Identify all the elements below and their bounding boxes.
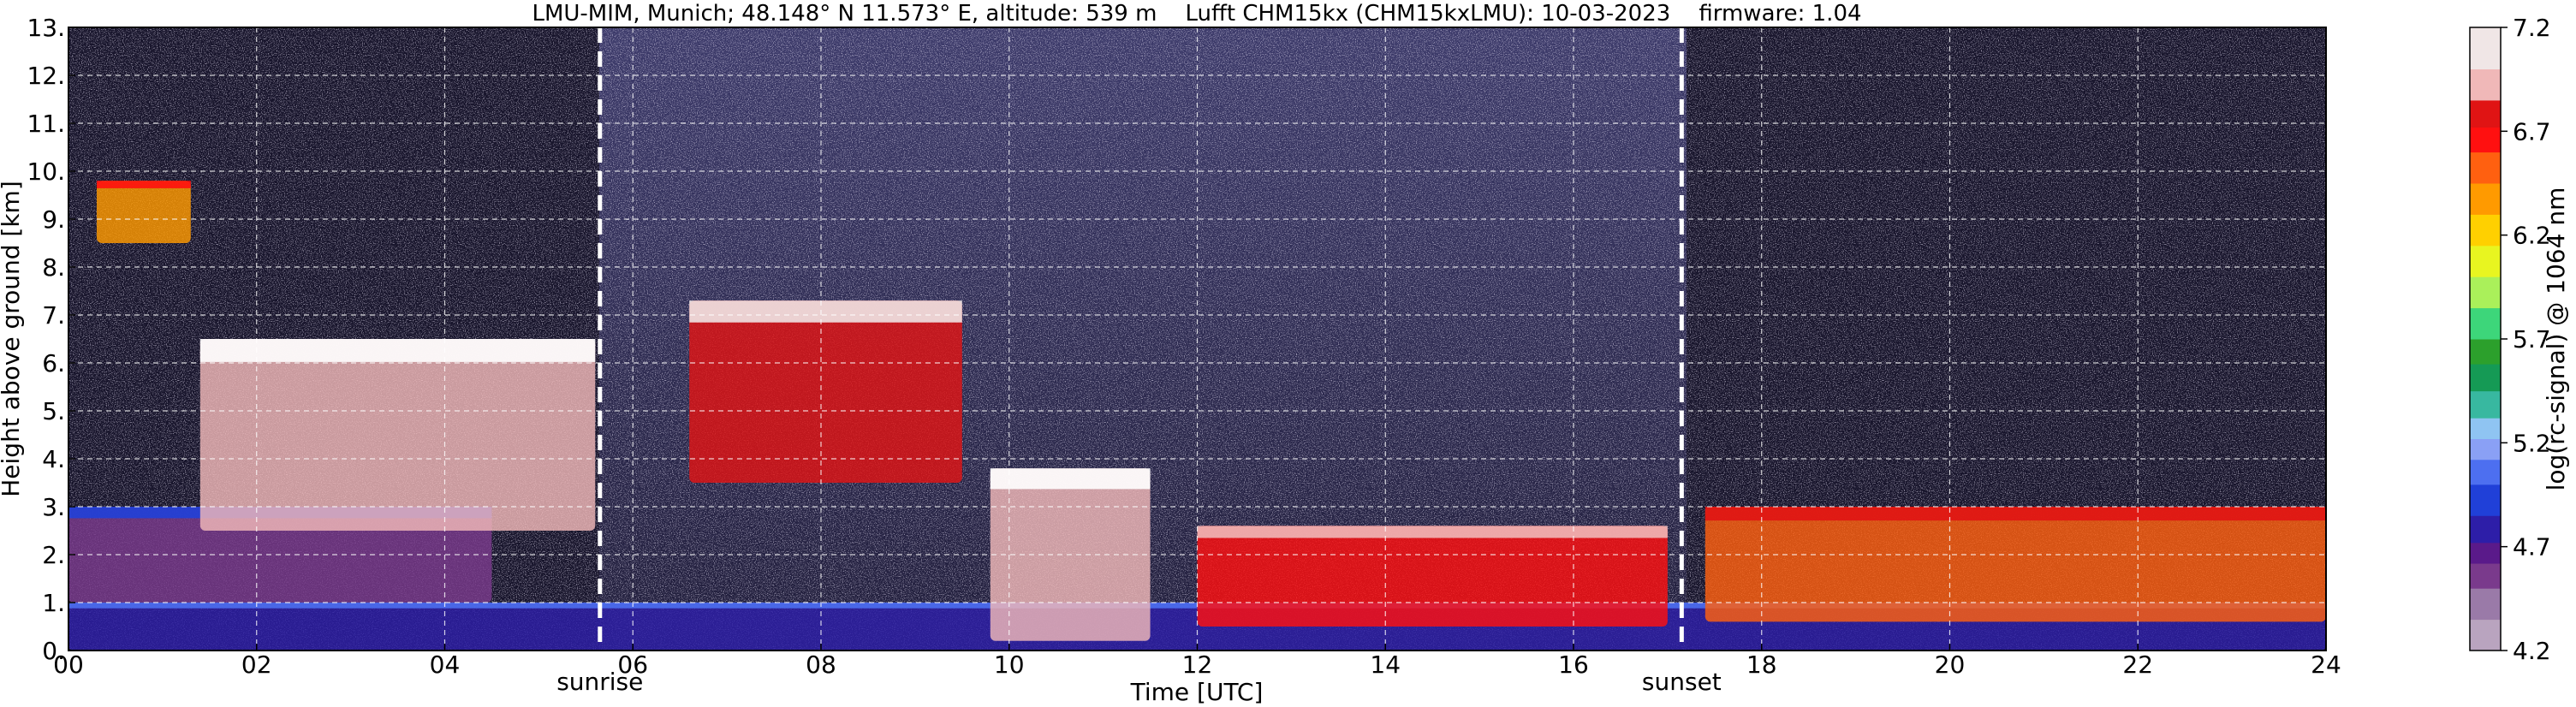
x-tick-label: 02: [241, 651, 272, 679]
colorbar-segment: [2470, 364, 2501, 392]
colorbar-segment: [2470, 563, 2501, 589]
sun-events: sunrise sunset: [556, 27, 1722, 696]
colorbar-segment: [2470, 339, 2501, 365]
colorbar-segment: [2470, 214, 2501, 247]
x-tick-label: 22: [2122, 651, 2153, 679]
colorbar-tick-label: 6.7: [2513, 117, 2551, 146]
layer-core-2: [96, 181, 191, 188]
y-axis-ticks: 0. 1. 2. 3. 4. 5. 6. 7. 8. 9. 10. 11. 12. 13.: [27, 14, 75, 665]
layer-3: [199, 339, 596, 531]
layer-core-4: [689, 300, 962, 323]
x-tick-label: 08: [806, 651, 836, 679]
colorbar-tick-label: 4.7: [2513, 533, 2551, 561]
y-tick-label: 9.: [42, 205, 65, 234]
layer-2: [96, 181, 191, 243]
colorbar-label: log(rc-signal) @ 1064 nm: [2542, 187, 2570, 491]
y-tick-label: 11.: [27, 110, 65, 138]
layer-6: [1197, 526, 1668, 627]
x-tick-label: 20: [1935, 651, 1966, 679]
x-tick-label: 00: [53, 651, 84, 679]
colorbar-tick-label: 5.2: [2513, 429, 2551, 457]
colorbar-tick-label: 5.7: [2513, 325, 2551, 354]
x-tick-label: 06: [617, 651, 648, 679]
y-tick-label: 0.: [42, 637, 65, 665]
colorbar-segment: [2470, 127, 2501, 153]
y-tick-label: 6.: [42, 349, 65, 377]
layer-core-7: [1704, 507, 2326, 521]
layer-core-6: [1197, 526, 1668, 538]
x-tick-label: 12: [1182, 651, 1213, 679]
colorbar-segment: [2470, 588, 2501, 621]
colorbar-segment: [2470, 183, 2501, 215]
layer-7: [1704, 507, 2326, 622]
layer-core-5: [990, 468, 1151, 490]
x-tick-label: 04: [430, 651, 461, 679]
colorbar-segment: [2470, 27, 2501, 70]
y-tick-label: 12.: [27, 62, 65, 90]
layer-4: [689, 300, 962, 483]
chart-title: LMU-MIM, Munich; 48.148° N 11.573° E, al…: [532, 1, 1861, 27]
colorbar: 4.2 4.7 5.2 5.7 6.2 6.7 7.2: [2469, 14, 2551, 665]
y-tick-label: 5.: [42, 397, 65, 425]
x-tick-label: 18: [1746, 651, 1777, 679]
colorbar-segment: [2470, 619, 2501, 651]
y-tick-label: 3.: [42, 493, 65, 521]
colorbar-segment: [2470, 542, 2501, 564]
x-tick-label: 16: [1558, 651, 1589, 679]
y-tick-label: 4.: [42, 445, 65, 473]
y-tick-label: 10.: [27, 157, 65, 186]
colorbar-segment: [2470, 390, 2501, 419]
x-tick-label: 24: [2311, 651, 2341, 679]
colorbar-segment: [2470, 99, 2501, 128]
x-axis-label: Time [UTC]: [1130, 678, 1264, 706]
y-tick-label: 13.: [27, 14, 65, 42]
sunset-label: sunset: [1642, 668, 1722, 696]
x-axis-ticks: 00 02 04 06 08 10 12 14 16 18 20 22 24: [53, 644, 2341, 679]
colorbar-segment: [2470, 459, 2501, 485]
y-tick-label: 8.: [42, 253, 65, 282]
colorbar-segment: [2470, 307, 2501, 340]
grid: [68, 27, 2326, 651]
x-tick-label: 10: [994, 651, 1025, 679]
colorbar-tick-label: 6.2: [2513, 222, 2551, 250]
colorbar-segment: [2470, 276, 2501, 309]
colorbar-segment: [2470, 484, 2501, 516]
y-tick-label: 7.: [42, 301, 65, 330]
colorbar-segment: [2470, 418, 2501, 439]
y-axis-label: Height above ground [km]: [0, 181, 25, 497]
colorbar-segment: [2470, 515, 2501, 544]
y-tick-label: 2.: [42, 541, 65, 569]
y-tick-label: 1.: [42, 589, 65, 617]
x-tick-label: 14: [1370, 651, 1401, 679]
colorbar-tick-label: 7.2: [2513, 14, 2551, 42]
colorbar-tick-label: 4.2: [2513, 637, 2551, 665]
colorbar-segment: [2470, 152, 2501, 184]
colorbar-segment: [2470, 438, 2501, 460]
sunrise-label: sunrise: [556, 668, 643, 696]
colorbar-segment: [2470, 68, 2501, 101]
colorbar-segment: [2470, 245, 2501, 277]
layer-core-3: [199, 339, 596, 362]
